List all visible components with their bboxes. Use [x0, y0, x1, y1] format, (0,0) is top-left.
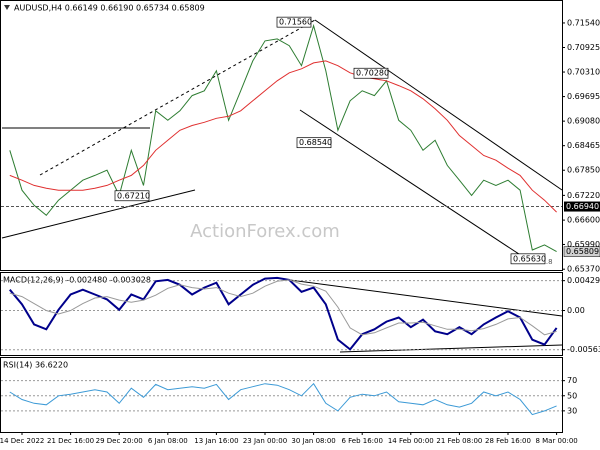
y-tick-label: 0.68465 [567, 141, 600, 150]
annotation: 0.68540 [299, 138, 332, 147]
series-line [9, 279, 557, 336]
x-tick-label: 30 Jan 08:00 [291, 437, 335, 445]
y-tick-label: 0.65990 [567, 240, 600, 249]
y-tick-label: 0.65370 [567, 265, 600, 274]
x-tick-label: 6 Feb 16:00 [341, 437, 382, 445]
x-tick-label: 28 Feb 16:00 [485, 437, 531, 445]
trend-line [1, 189, 196, 239]
chart-title: AUDUSD,H4 0.66149 0.66190 0.65734 0.6580… [14, 4, 205, 13]
annotation: 0.65630 [513, 254, 546, 263]
annotation-box [114, 190, 150, 202]
x-tick-label: 21 Dec 16:00 [47, 437, 94, 445]
level-label: 0.66940 [566, 202, 599, 211]
x-tick-label: 29 Dec 20:00 [96, 437, 143, 445]
rsi-panel [0, 357, 563, 433]
y-tick-label: 0.66600 [567, 216, 600, 225]
x-tick-label: 13 Jan 16:00 [194, 437, 238, 445]
annotation-box [510, 253, 546, 265]
macd-panel [0, 272, 563, 356]
series-line [9, 382, 557, 416]
x-tick-label: 14 Feb 00:00 [388, 437, 434, 445]
annotation-box [296, 137, 332, 149]
symbol-icon [4, 5, 10, 10]
annotation-box [353, 67, 389, 79]
macd-title: MACD(12,26,9) -0.002480 -0.003028 [3, 276, 151, 285]
trend-line [289, 279, 563, 317]
y-tick-label: 0.71540 [567, 18, 600, 27]
y-tick-label: 0.67850 [567, 166, 600, 175]
series-line [9, 23, 557, 253]
series-line [9, 60, 557, 213]
annotation: 0.70280 [356, 69, 389, 78]
x-tick-label: 23 Jan 00:00 [243, 437, 287, 445]
y-tick-label: -0.005636 [567, 345, 600, 354]
x-tick-label: 6 Jan 08:00 [148, 437, 188, 445]
y-tick-label: 0.70925 [567, 43, 600, 52]
y-tick-label: 0.00 [567, 306, 585, 315]
x-tick-label: 14 Dec 2022 [0, 437, 44, 445]
y-tick-label: 0.004299 [567, 276, 600, 285]
y-tick-label: 0.67220 [567, 191, 600, 200]
level-box [564, 201, 600, 212]
y-tick-label: 0.70310 [567, 68, 600, 77]
annotation: 0.71560 [279, 18, 312, 27]
y-tick-label: 70 [567, 376, 577, 385]
last-price-label: 0.65809 [566, 247, 599, 256]
watermark: ActionForex.com [190, 221, 340, 242]
y-tick-label: 50 [567, 391, 577, 400]
price-panel [0, 0, 563, 271]
annotation: 0.67210 [117, 191, 150, 200]
y-tick-label: 0.69080 [567, 117, 600, 126]
x-tick-label: 21 Feb 08:00 [436, 437, 482, 445]
channel-line [314, 19, 563, 191]
y-tick-label: 30 [567, 406, 577, 415]
y-tick-label: 0.69695 [567, 92, 600, 101]
trend-line [39, 19, 316, 176]
last-price-box [563, 246, 600, 257]
trend-line [339, 344, 563, 353]
x-tick-label: 8 Mar 00:00 [535, 437, 577, 445]
rsi-title: RSI(14) 36.6220 [3, 361, 68, 370]
annotation-box [276, 16, 312, 28]
channel-line [299, 109, 526, 259]
